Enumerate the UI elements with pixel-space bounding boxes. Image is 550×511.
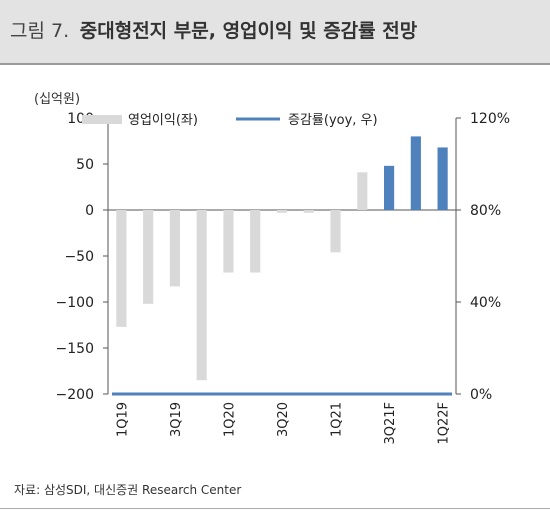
x-tick-label: 1Q21 xyxy=(330,402,345,437)
y-right-tick-label: 40% xyxy=(470,295,501,311)
bar-3Q19 xyxy=(169,210,181,287)
bar-3Q20 xyxy=(276,210,288,213)
y-axis-unit-label: (십억원) xyxy=(34,92,80,107)
bar-1Q21 xyxy=(330,210,341,253)
legend-swatch-bar xyxy=(82,115,122,124)
y-right-tick-label: 120% xyxy=(470,111,510,127)
y-left-tick-label: −50 xyxy=(64,249,94,265)
bar-1Q19 xyxy=(116,210,127,327)
x-tick-label: 1Q19 xyxy=(115,402,130,437)
y-left-tick-label: −150 xyxy=(56,341,94,357)
y-left-tick-label: 0 xyxy=(85,203,94,219)
x-tick-label: 3Q19 xyxy=(169,402,184,437)
bar-4Q19 xyxy=(196,210,207,381)
y-right-tick-label: 0% xyxy=(470,387,492,403)
x-tick-label: 3Q20 xyxy=(276,402,291,437)
figure-title: 중대형전지 부문, 영업이익 및 증감률 전망 xyxy=(79,20,418,42)
title-band xyxy=(0,0,550,64)
bar-4Q20 xyxy=(303,210,314,213)
title-divider xyxy=(0,63,550,65)
y-left-tick-label: −100 xyxy=(56,295,94,311)
combo-chart: (십억원)100500−50−100−150−200120%80%40%0%1Q… xyxy=(34,92,510,445)
page-title: 그림 7. 중대형전지 부문, 영업이익 및 증감률 전망 xyxy=(10,16,417,43)
bar-4Q21F xyxy=(410,136,421,210)
figure-label: 그림 7. xyxy=(10,20,70,42)
bar-2Q20 xyxy=(250,210,261,273)
y-left-tick-label: −200 xyxy=(56,387,94,403)
bar-1Q20 xyxy=(223,210,234,273)
legend-label-bar: 영업이익(좌) xyxy=(128,113,198,128)
source-note: 자료: 삼성SDI, 대신증권 Research Center xyxy=(14,483,242,497)
bar-2Q21 xyxy=(357,172,368,210)
y-left-tick-label: 50 xyxy=(76,157,94,173)
bar-2Q19 xyxy=(143,210,154,304)
x-tick-label: 1Q22F xyxy=(437,402,452,445)
x-tick-label: 3Q21F xyxy=(383,402,398,445)
bottom-divider xyxy=(0,508,550,509)
bar-1Q22F xyxy=(437,147,448,210)
legend-label-line: 증감률(yoy, 우) xyxy=(288,113,378,128)
x-tick-label: 1Q20 xyxy=(222,402,237,437)
y-right-tick-label: 80% xyxy=(470,203,501,219)
bar-3Q21F xyxy=(383,165,395,210)
